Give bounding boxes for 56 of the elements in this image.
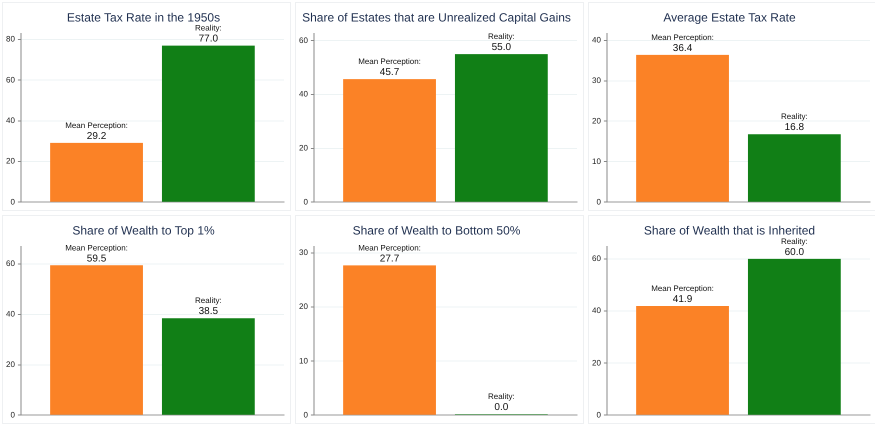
y-tick-label: 10 bbox=[298, 356, 308, 366]
data-label: 59.5 bbox=[86, 253, 107, 264]
series-label: Mean Perception: bbox=[358, 57, 421, 66]
series-label: Reality: bbox=[488, 32, 515, 42]
chart-title: Share of Wealth to Bottom 50% bbox=[352, 224, 521, 238]
data-label: 38.5 bbox=[198, 306, 219, 318]
y-tick-label: 20 bbox=[298, 144, 308, 153]
data-label: 0.0 bbox=[494, 402, 509, 414]
series-label: Mean Perception: bbox=[358, 243, 421, 252]
y-tick-label: 60 bbox=[6, 259, 16, 268]
y-tick-label: 30 bbox=[298, 248, 308, 258]
data-label: 29.2 bbox=[86, 130, 107, 142]
y-tick-label: 20 bbox=[592, 116, 602, 126]
y-tick-label: 40 bbox=[298, 90, 308, 99]
series-label: Mean Perception: bbox=[65, 120, 128, 130]
series-label: Reality: bbox=[488, 392, 515, 402]
y-tick-label: 40 bbox=[6, 310, 16, 319]
y-tick-label: 0 bbox=[596, 197, 602, 206]
data-label: 16.8 bbox=[784, 122, 805, 134]
y-tick-label: 30 bbox=[592, 76, 602, 85]
chart-title: Average Estate Tax Rate bbox=[663, 10, 796, 25]
y-tick-label: 20 bbox=[592, 358, 602, 368]
data-label: 45.7 bbox=[380, 67, 400, 78]
data-label: 55.0 bbox=[492, 42, 512, 54]
series-label: Reality: bbox=[781, 236, 808, 246]
y-tick-label: 20 bbox=[6, 156, 16, 166]
y-tick-label: 60 bbox=[592, 254, 602, 264]
chart-title: Share of Estates that are Unrealized Capital Gains bbox=[302, 10, 571, 25]
y-tick-label: 0 bbox=[10, 197, 16, 206]
y-tick-label: 20 bbox=[298, 302, 308, 312]
y-tick-label: 0 bbox=[10, 410, 16, 420]
chart-title: Estate Tax Rate in the 1950s bbox=[66, 10, 220, 25]
y-tick-label: 80 bbox=[6, 34, 16, 44]
data-label: 60.0 bbox=[784, 246, 805, 258]
y-tick-label: 40 bbox=[592, 306, 602, 316]
series-label: Reality: bbox=[195, 24, 222, 33]
series-label: Reality: bbox=[195, 296, 222, 306]
data-label: 77.0 bbox=[198, 34, 219, 45]
series-label: Mean Perception: bbox=[651, 32, 714, 42]
y-tick-label: 0 bbox=[303, 197, 308, 206]
series-label: Reality: bbox=[781, 112, 808, 122]
chart-title: Share of Wealth that is Inherited bbox=[644, 224, 816, 238]
y-tick-label: 0 bbox=[596, 410, 602, 420]
y-tick-label: 10 bbox=[592, 156, 602, 166]
y-tick-label: 60 bbox=[298, 36, 308, 45]
y-tick-label: 40 bbox=[6, 116, 16, 126]
y-tick-label: 60 bbox=[6, 75, 16, 84]
chart-title: Share of Wealth to Top 1% bbox=[72, 224, 215, 238]
data-label: 36.4 bbox=[672, 42, 693, 54]
y-tick-label: 40 bbox=[592, 35, 602, 44]
data-label: 27.7 bbox=[380, 253, 400, 264]
series-label: Mean Perception: bbox=[65, 243, 128, 252]
y-tick-label: 20 bbox=[6, 360, 16, 370]
series-label: Mean Perception: bbox=[651, 284, 714, 294]
y-tick-label: 0 bbox=[303, 410, 308, 420]
data-label: 41.9 bbox=[672, 294, 693, 306]
